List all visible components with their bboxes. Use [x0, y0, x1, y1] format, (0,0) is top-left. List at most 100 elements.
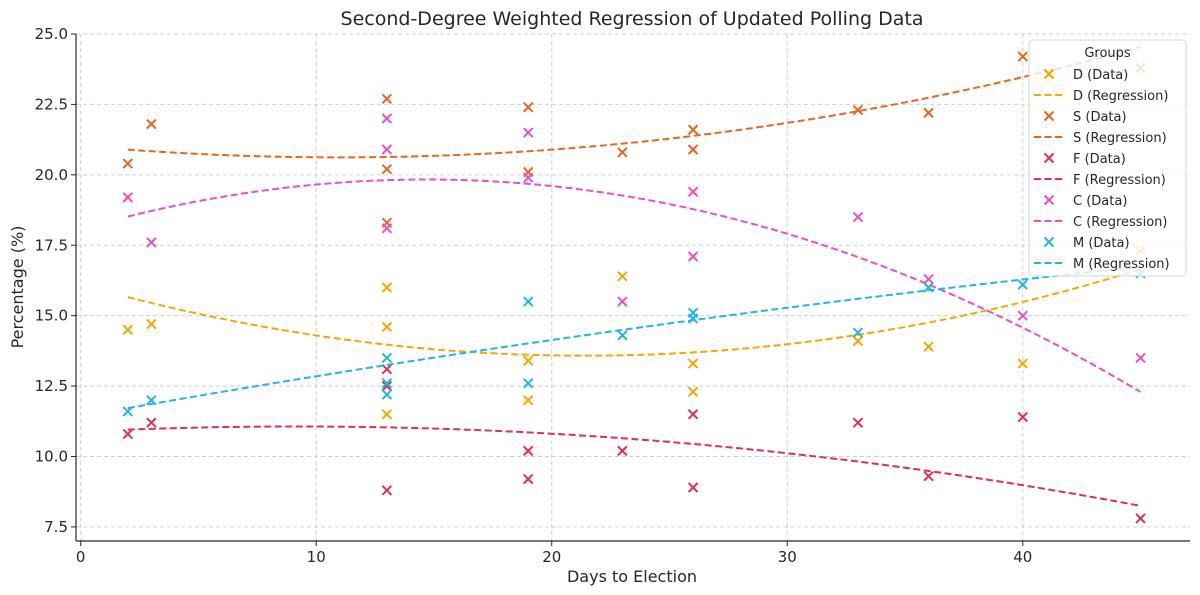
legend-label: S (Data) [1073, 110, 1127, 125]
y-tick-label: 25.0 [35, 25, 68, 43]
y-tick-label: 10.0 [35, 448, 68, 466]
data-point-m [146, 394, 157, 406]
legend-label: S (Regression) [1073, 131, 1167, 146]
data-point-f [381, 485, 393, 496]
y-tick-label: 12.5 [35, 377, 68, 395]
x-tick-label: 30 [778, 548, 797, 566]
data-point-m [852, 327, 864, 338]
data-point-d [687, 386, 699, 397]
data-point-d [146, 318, 157, 330]
legend: Groups D (Data) D (Regression) S (Data) S (R… [1028, 39, 1187, 277]
data-point-f [1135, 513, 1146, 524]
legend-marker-f [1043, 152, 1055, 164]
data-point-c [146, 237, 157, 248]
data-point-m [122, 406, 134, 417]
data-point-f [122, 428, 134, 440]
data-point-f [381, 363, 393, 375]
x-tick-label: 40 [1013, 548, 1032, 566]
legend-marker-m [1043, 236, 1055, 248]
data-point-f [146, 417, 157, 428]
data-point-c [122, 192, 134, 203]
y-tick-label: 17.5 [35, 236, 68, 254]
legend-marker-d [1043, 68, 1055, 80]
data-point-s [381, 163, 393, 175]
data-point-c [381, 113, 393, 124]
data-point-d [381, 409, 393, 420]
data-point-c [522, 172, 534, 183]
data-point-c [381, 144, 393, 155]
data-point-d [381, 321, 393, 333]
data-point-d [852, 335, 864, 347]
axes: 0 10 20 30 40 7.5 10.0 12.5 15.0 17.5 20.0 22.5 25.0 [35, 25, 1190, 566]
data-point-m [381, 378, 393, 389]
legend-entry: D (Regression) [1034, 89, 1168, 104]
legend-label: D (Data) [1073, 68, 1128, 83]
legend-entry: F (Regression) [1034, 173, 1166, 188]
y-axis-label: Percentage (%) [8, 226, 27, 349]
data-point-m [617, 330, 628, 341]
data-point-c [1017, 310, 1028, 321]
data-point-s [687, 144, 699, 155]
y-tick-label: 15.0 [35, 307, 68, 325]
x-tick-label: 0 [76, 548, 86, 566]
x-tick-label: 20 [542, 548, 561, 566]
legend-entry: S (Data) [1043, 110, 1127, 125]
data-point-m [522, 378, 534, 389]
data-point-c [852, 211, 864, 223]
y-tick-label: 7.5 [44, 518, 68, 536]
data-point-f [687, 409, 699, 420]
plot-area [122, 46, 1146, 524]
data-point-f [522, 473, 534, 485]
y-tick-label: 22.5 [35, 95, 68, 113]
legend-entry: D (Data) [1043, 68, 1128, 83]
legend-entry: M (Data) [1043, 236, 1130, 251]
y-tick-label: 20.0 [35, 166, 68, 184]
data-point-m [381, 389, 393, 400]
data-point-m [687, 313, 699, 324]
legend-entry: M (Regression) [1034, 257, 1170, 272]
data-point-s [687, 124, 699, 135]
data-point-c [687, 186, 699, 197]
regression-line-f [127, 425, 1141, 507]
legend-label: M (Data) [1073, 236, 1130, 251]
regression-line-d [127, 268, 1141, 357]
legend-box [1028, 39, 1187, 277]
data-point-d [617, 271, 628, 282]
data-point-f [381, 380, 393, 392]
data-point-f [687, 482, 699, 493]
data-point-d [381, 282, 393, 293]
data-point-s [522, 102, 534, 113]
legend-label: C (Regression) [1073, 215, 1167, 230]
data-point-d [923, 341, 934, 352]
data-point-f [617, 445, 628, 457]
chart-title: Second-Degree Weighted Regression of Upd… [341, 8, 924, 30]
data-point-s [146, 118, 157, 130]
legend-entry: C (Regression) [1034, 215, 1167, 230]
legend-label: D (Regression) [1073, 89, 1168, 104]
data-point-c [687, 251, 699, 262]
data-point-s [122, 158, 134, 169]
data-point-m [923, 282, 934, 293]
x-tick-label: 10 [307, 548, 326, 566]
data-point-f [923, 471, 934, 482]
legend-marker-s [1043, 110, 1055, 122]
data-point-d [122, 324, 134, 335]
data-point-d [522, 355, 534, 366]
regression-line-m [127, 265, 1141, 410]
data-point-s [923, 107, 934, 119]
data-point-s [617, 147, 628, 158]
data-point-c [1135, 352, 1146, 364]
regression-line-c [127, 178, 1142, 393]
legend-label: M (Regression) [1073, 257, 1170, 272]
data-point-s [1017, 51, 1028, 62]
legend-entry: F (Data) [1043, 152, 1126, 167]
grid [76, 33, 1190, 541]
data-point-m [522, 296, 534, 307]
data-point-d [1017, 358, 1028, 369]
legend-label: C (Data) [1073, 194, 1127, 209]
data-point-f [852, 417, 864, 428]
data-point-f [522, 445, 534, 457]
legend-label: F (Regression) [1073, 173, 1166, 188]
legend-title: Groups [1084, 46, 1131, 61]
